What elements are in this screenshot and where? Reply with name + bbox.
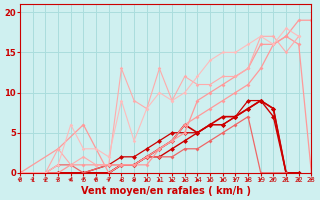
X-axis label: Vent moyen/en rafales ( km/h ): Vent moyen/en rafales ( km/h ) bbox=[81, 186, 251, 196]
